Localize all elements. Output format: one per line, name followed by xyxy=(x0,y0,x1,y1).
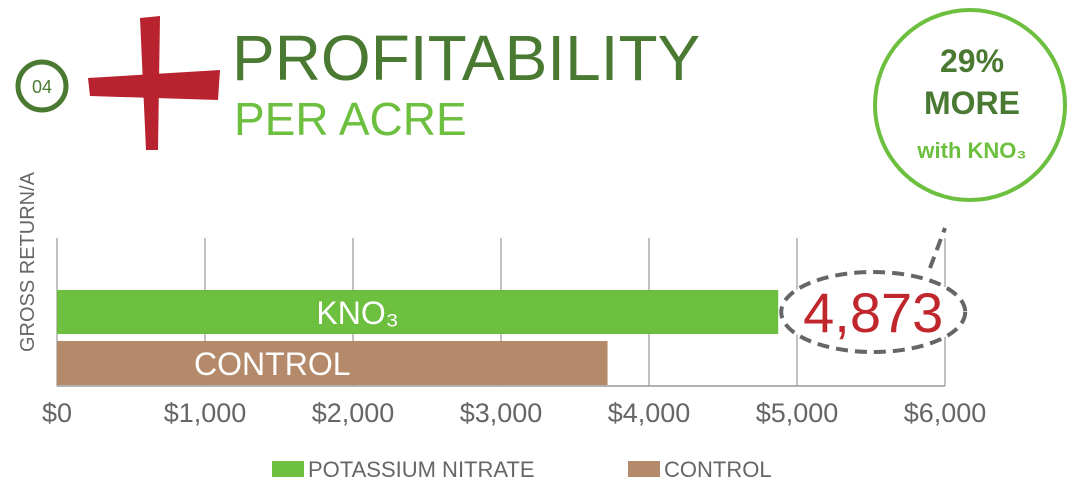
chart: 04 PROFITABILITY PER ACRE GROSS RETURN/A… xyxy=(0,0,1073,486)
legend-swatch xyxy=(628,461,660,477)
badge-number: 04 xyxy=(32,77,52,97)
y-axis-label: GROSS RETURN/A xyxy=(17,171,39,352)
legend-swatch xyxy=(272,461,304,477)
callout-note: with KNO₃ xyxy=(916,138,1026,163)
bar-label: CONTROL xyxy=(194,346,350,382)
bar xyxy=(57,290,778,334)
x-tick-label: $5,000 xyxy=(756,398,839,428)
chart-title: PROFITABILITY xyxy=(232,22,700,94)
x-tick-label: $6,000 xyxy=(904,398,987,428)
callout-word: MORE xyxy=(924,85,1020,121)
value-label: 4,873 xyxy=(803,281,943,344)
red-cross xyxy=(88,16,220,150)
x-tick-label: $3,000 xyxy=(460,398,543,428)
chart-subtitle: PER ACRE xyxy=(234,93,467,145)
callout-percent: 29% xyxy=(940,43,1004,79)
x-tick-label: $0 xyxy=(42,398,72,428)
legend-label: CONTROL xyxy=(664,457,772,482)
x-tick-label: $1,000 xyxy=(164,398,247,428)
x-tick-label: $4,000 xyxy=(608,398,691,428)
bar-label: KNO₃ xyxy=(316,295,398,331)
legend-label: POTASSIUM NITRATE xyxy=(308,457,535,482)
x-tick-label: $2,000 xyxy=(312,398,395,428)
callout-connector xyxy=(930,228,945,268)
